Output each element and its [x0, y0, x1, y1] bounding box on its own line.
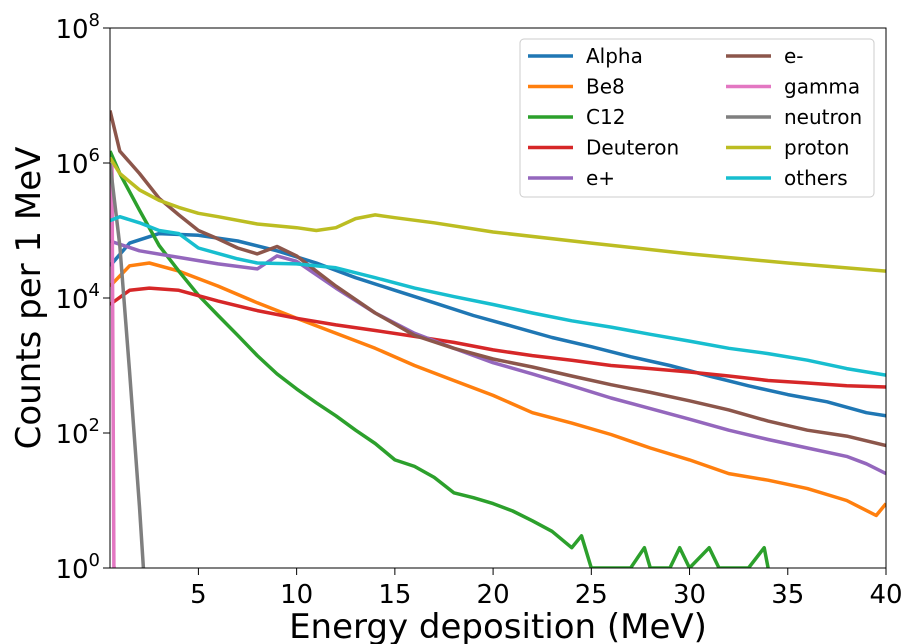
x-tick-label: 10: [280, 580, 313, 610]
series-line-c12: [110, 150, 770, 568]
x-tick-label: 40: [869, 580, 902, 610]
legend-label-c12: C12: [586, 105, 625, 129]
series-line-e-: [110, 239, 886, 476]
legend-label-be8: Be8: [586, 75, 625, 99]
legend-label-others: others: [784, 166, 848, 190]
x-tick-label: 25: [575, 580, 608, 610]
y-axis-label: Counts per 1 MeV: [9, 147, 49, 450]
legend-label-e-: e+: [586, 166, 615, 190]
x-tick-label: 20: [477, 580, 510, 610]
x-tick-label: 30: [673, 580, 706, 610]
legend-box: [519, 38, 875, 198]
legend-label-neutron: neutron: [784, 105, 862, 129]
series-line-deuteron: [110, 286, 886, 389]
legend-label-alpha: Alpha: [586, 44, 643, 68]
legend-label-e-: e-: [784, 44, 804, 68]
y-axis: 100 102 104 106 108: [55, 10, 110, 585]
x-tick-label: 35: [771, 580, 804, 610]
series-line-others: [110, 214, 886, 377]
x-axis-label: Energy deposition (MeV): [289, 607, 707, 644]
x-axis: 5 10 15 20 25 30 35 40: [190, 568, 903, 610]
series-line-gamma: [110, 162, 116, 568]
y-tick-label: 108: [55, 10, 100, 45]
x-tick-label: 5: [190, 580, 207, 610]
y-tick-label: 100: [55, 550, 100, 585]
legend-label-proton: proton: [784, 136, 849, 160]
y-tick-label: 106: [55, 145, 100, 180]
legend: Alpha Be8 C12 Deuteron e+ e-gamma neutron proto…: [519, 38, 875, 198]
legend-label-deuteron: Deuteron: [586, 136, 679, 160]
series-lines: [110, 110, 886, 568]
y-tick-label: 104: [55, 280, 100, 315]
y-tick-label: 102: [55, 415, 100, 450]
series-line-e-: [110, 110, 886, 448]
legend-label-gamma: gamma: [784, 75, 860, 99]
x-tick-label: 15: [378, 580, 411, 610]
series-line-proton: [110, 156, 886, 273]
series-line-be8: [110, 261, 886, 518]
